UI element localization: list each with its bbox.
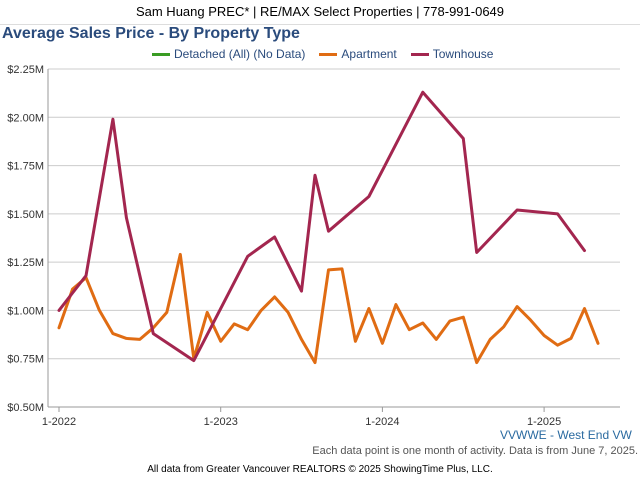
y-tick-label: $1.50M [7, 209, 44, 221]
y-tick-label: $1.75M [7, 161, 44, 173]
legend-swatch-detached [152, 52, 170, 56]
x-tick-label: 1-2023 [204, 416, 238, 428]
y-tick-label: $2.25M [7, 64, 44, 76]
y-tick-label: $0.50M [7, 402, 44, 414]
x-tick-label: 1-2022 [42, 416, 76, 428]
x-tick-label: 1-2024 [365, 416, 399, 428]
legend-label-detached: Detached (All) (No Data) [174, 47, 306, 61]
legend-item-townhouse[interactable]: Townhouse [410, 47, 494, 61]
y-tick-label: $2.00M [7, 112, 44, 124]
y-tick-label: $0.75M [7, 354, 44, 366]
chart-plot: $0.50M $0.75M $1.00M $1.25M $1.50M $1.75M $2.0… [7, 64, 620, 428]
agent-header-bar: Sam Huang PREC* | RE/MAX Select Properti… [0, 0, 640, 25]
series-line-townhouse [57, 90, 586, 363]
legend-item-detached[interactable]: Detached (All) (No Data) [152, 47, 305, 61]
agent-header-text: Sam Huang PREC* | RE/MAX Select Properti… [135, 4, 505, 19]
y-tick-label: $1.00M [7, 305, 44, 317]
x-tick-label: 1-2025 [527, 416, 561, 428]
chart-title: Average Sales Price - By Property Type [2, 25, 300, 42]
legend-label-townhouse: Townhouse [432, 47, 494, 61]
legend-swatch-townhouse [410, 52, 429, 56]
chart-legend: Detached (All) (No Data) Apartment Townh… [152, 46, 507, 62]
region-label: VVWWE - West End VW [500, 428, 632, 442]
series-line-apartment [57, 252, 600, 365]
legend-label-apartment: Apartment [341, 47, 397, 61]
y-tick-label: $1.25M [7, 257, 44, 269]
legend-swatch-apartment [319, 52, 338, 56]
data-source-footer: All data from Greater Vancouver REALTORS… [147, 464, 493, 475]
legend-item-apartment[interactable]: Apartment [319, 47, 397, 61]
data-note: Each data point is one month of activity… [312, 445, 638, 457]
